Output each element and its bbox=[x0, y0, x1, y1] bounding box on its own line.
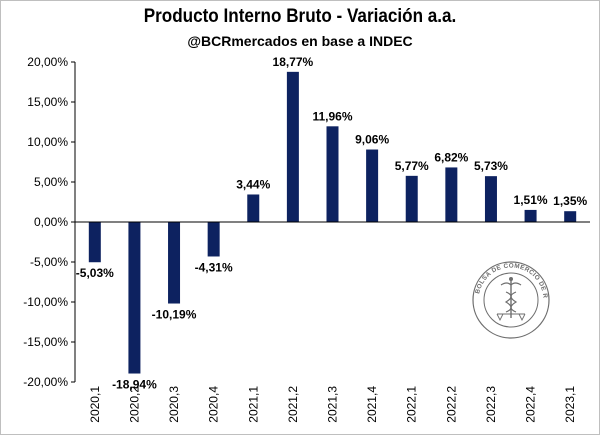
x-tick-label: 2021,3 bbox=[326, 386, 340, 423]
value-label: -10,19% bbox=[152, 308, 197, 322]
bar-2021-1 bbox=[247, 194, 260, 222]
value-label: -5,03% bbox=[76, 266, 114, 280]
value-label: 11,96% bbox=[312, 109, 352, 123]
x-tick-label: 2021,2 bbox=[286, 386, 300, 423]
y-axis: 20,00% 15,00% 10,00% 5,00% 0,00% -5,00% -10,00… bbox=[23, 55, 76, 389]
y-tick-label: 20,00% bbox=[27, 55, 68, 69]
x-tick-label: 2022,4 bbox=[524, 386, 538, 423]
value-label: 9,06% bbox=[355, 133, 389, 147]
value-label: 1,35% bbox=[553, 194, 587, 208]
bar-2020-2 bbox=[128, 222, 141, 374]
y-tick-label: 0,00% bbox=[34, 215, 68, 229]
bar-2021-3 bbox=[326, 126, 339, 222]
x-tick-label: 2021,1 bbox=[246, 386, 260, 423]
bar-2023-1 bbox=[564, 211, 577, 222]
value-label: 3,44% bbox=[236, 177, 270, 191]
y-tick-label: -15,00% bbox=[23, 335, 68, 349]
bar-2022-3 bbox=[484, 176, 497, 222]
bar-2022-1 bbox=[405, 175, 418, 222]
bolsa-comercio-seal: BOLSA DE COMERCIO DE ROSARIO bbox=[472, 261, 550, 339]
x-tick-label: 2020,2 bbox=[127, 386, 141, 423]
bar-2020-3 bbox=[168, 222, 181, 304]
y-tick-label: 15,00% bbox=[27, 95, 68, 109]
bar-2021-4 bbox=[366, 149, 379, 222]
value-label: -4,31% bbox=[195, 260, 233, 274]
y-tick-label: 10,00% bbox=[27, 135, 68, 149]
bar-2022-2 bbox=[445, 167, 458, 222]
bar-2022-4 bbox=[524, 209, 537, 222]
y-tick-label: -20,00% bbox=[23, 375, 68, 389]
bar-2021-2 bbox=[286, 71, 299, 222]
value-labels: -5,03% -18,94% -10,19% -4,31% 3,44% 18,77% 11,… bbox=[76, 55, 588, 392]
value-label: 18,77% bbox=[273, 55, 314, 69]
value-label: 6,82% bbox=[434, 150, 468, 164]
x-tick-label: 2022,1 bbox=[405, 386, 419, 423]
bar-2020-1 bbox=[88, 222, 101, 263]
y-tick-label: -10,00% bbox=[23, 295, 68, 309]
value-label: -18,94% bbox=[112, 378, 157, 392]
x-tick-label: 2022,3 bbox=[484, 386, 498, 423]
x-axis: 2020,1 2020,2 2020,3 2020,4 2021,1 2021,2 2021… bbox=[75, 221, 590, 423]
x-tick-label: 2022,2 bbox=[444, 386, 458, 423]
bars bbox=[88, 71, 577, 374]
value-label: 5,73% bbox=[474, 159, 508, 173]
x-tick-label: 2023,1 bbox=[563, 386, 577, 423]
x-tick-label: 2020,3 bbox=[167, 386, 181, 423]
y-tick-label: -5,00% bbox=[30, 255, 68, 269]
chart-subtitle: @BCRmercados en base a INDEC bbox=[187, 33, 413, 49]
value-label: 1,51% bbox=[514, 193, 548, 207]
x-tick-label: 2020,4 bbox=[207, 386, 221, 423]
y-tick-label: 5,00% bbox=[34, 175, 68, 189]
value-label: 5,77% bbox=[395, 159, 429, 173]
chart-title: Producto Interno Bruto - Variación a.a. bbox=[143, 6, 457, 27]
x-tick-label: 2020,1 bbox=[88, 386, 102, 423]
bar-2020-4 bbox=[207, 222, 220, 257]
x-tick-label: 2021,4 bbox=[365, 386, 379, 423]
